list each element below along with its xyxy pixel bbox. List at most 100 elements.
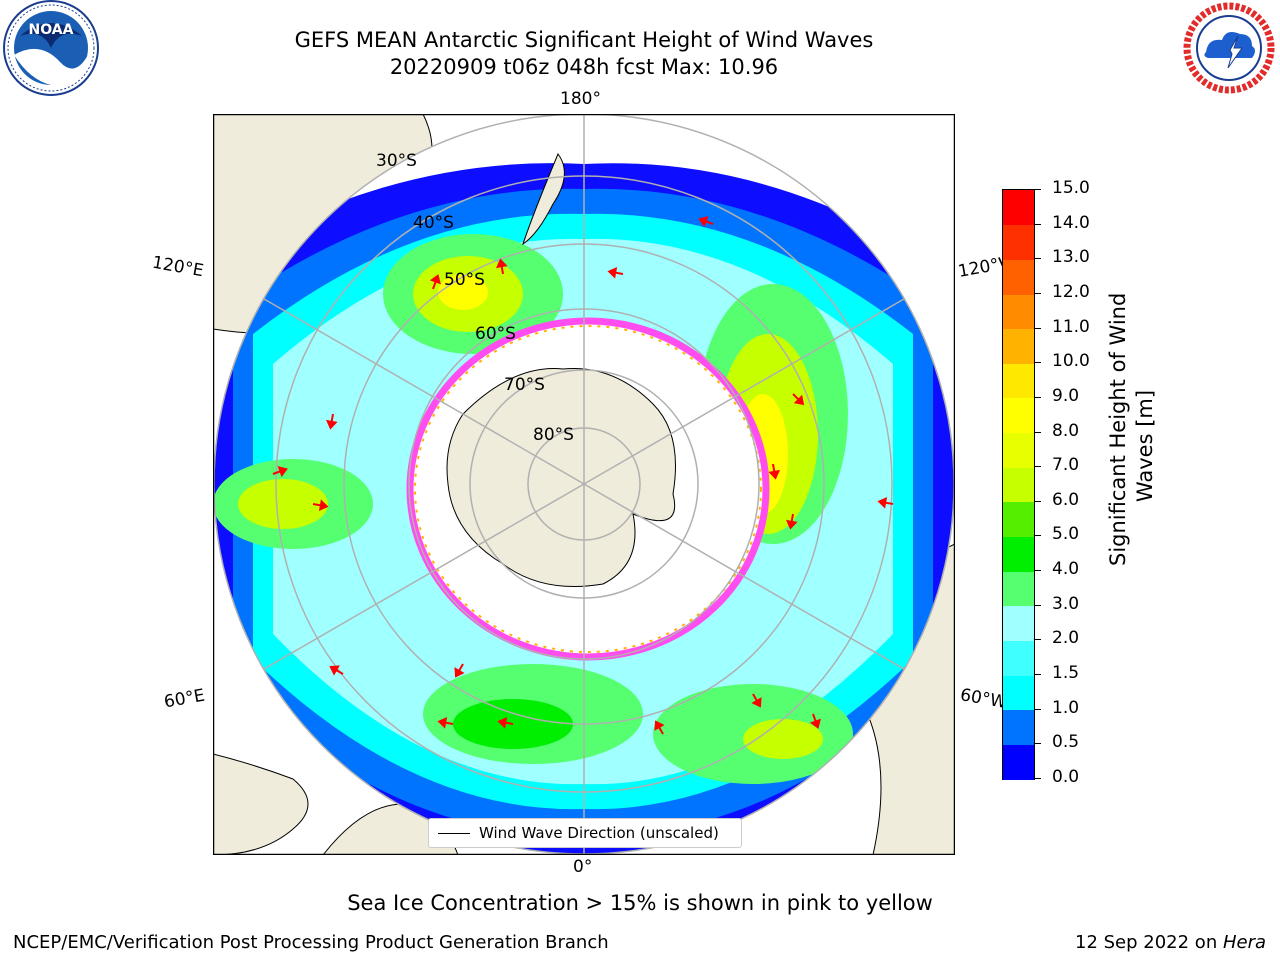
colorbar-tick-mark — [1035, 570, 1041, 572]
colorbar-cell — [1003, 363, 1034, 399]
colorbar-tick-mark — [1035, 362, 1041, 364]
arrow — [786, 513, 798, 530]
lon-label-0: 0° — [573, 857, 593, 877]
colorbar-tick-mark — [1035, 189, 1041, 190]
arrow — [654, 720, 665, 735]
footer-date: 12 Sep 2022 on Hera — [1075, 932, 1266, 953]
lat-label-50s: 50°S — [444, 270, 485, 290]
colorbar-cell — [1003, 640, 1034, 676]
colorbar-tick-label: 8.0 — [1052, 420, 1080, 441]
colorbar-tick-label: 11.0 — [1052, 316, 1090, 337]
colorbar-tick-mark — [1035, 500, 1041, 502]
footer-branch: NCEP/EMC/Verification Post Processing Pr… — [13, 932, 609, 953]
colorbar-tick-label: 9.0 — [1052, 385, 1080, 406]
arrow — [326, 413, 338, 430]
nws-logo — [1178, 0, 1280, 100]
colorbar-tick-label: 4.0 — [1052, 559, 1080, 580]
plot-title-line2: 20220909 t06z 048h fcst Max: 10.96 — [389, 55, 779, 79]
colorbar-cell — [1003, 605, 1034, 641]
colorbar-tick-mark — [1035, 327, 1041, 329]
noaa-logo: NOAA — [0, 0, 104, 100]
colorbar — [1002, 189, 1035, 780]
colorbar-tick-label: 0.5 — [1052, 732, 1080, 753]
colorbar-cell — [1003, 224, 1034, 260]
footer-date-text: 12 Sep 2022 on — [1075, 932, 1223, 953]
colorbar-tick-label: 12.0 — [1052, 281, 1090, 302]
legend-label: Wind Wave Direction (unscaled) — [479, 824, 719, 842]
arrow — [454, 663, 465, 678]
colorbar-tick-label: 10.0 — [1052, 351, 1090, 372]
colorbar-tick-label: 2.0 — [1052, 628, 1080, 649]
arrow — [312, 499, 329, 511]
plot-title-line1: GEFS MEAN Antarctic Significant Height o… — [294, 28, 874, 52]
colorbar-cells — [1003, 190, 1034, 780]
sea-ice-note: Sea Ice Concentration > 15% is shown in … — [347, 891, 933, 915]
lat-label-60s: 60°S — [475, 324, 516, 344]
arrow — [877, 497, 894, 509]
colorbar-ticks: 0.0 0.5 1.0 1.5 2.0 3.0 4.0 5.0 6.0 7.0 8.0 9.0 10.0… — [1035, 178, 1105, 787]
arrow — [429, 274, 441, 290]
colorbar-tick-mark — [1035, 431, 1041, 433]
colorbar-tick-label: 7.0 — [1052, 455, 1080, 476]
lon-label-180: 180° — [560, 89, 601, 109]
colorbar-label-line1: Significant Height of Wind — [1106, 292, 1130, 566]
colorbar-cell — [1003, 432, 1034, 468]
arrow — [272, 466, 288, 478]
lon-label-60w: 60°W — [958, 685, 1009, 713]
colorbar-cell — [1003, 190, 1034, 226]
arrow — [768, 463, 780, 480]
colorbar-cell — [1003, 397, 1034, 434]
colorbar-cell — [1003, 259, 1034, 295]
colorbar-cell — [1003, 675, 1034, 711]
colorbar-tick-mark — [1035, 292, 1041, 294]
colorbar-label-line2: Waves [m] — [1133, 389, 1157, 503]
colorbar-cell — [1003, 467, 1034, 503]
polar-map: 30°S 40°S 50°S 60°S 70°S 80°S Wind Wave … — [212, 113, 956, 856]
colorbar-tick-mark — [1035, 258, 1041, 260]
lat-label-30s: 30°S — [376, 151, 417, 171]
lon-label-60e: 60°E — [162, 685, 207, 713]
arrow — [329, 665, 344, 676]
colorbar-cell — [1003, 328, 1034, 364]
colorbar-tick-mark — [1035, 604, 1041, 606]
lat-label-70s: 70°S — [504, 375, 545, 395]
colorbar-cell — [1003, 536, 1034, 572]
colorbar-tick-label: 1.0 — [1052, 697, 1080, 718]
colorbar-tick-label: 14.0 — [1052, 212, 1090, 233]
colorbar-tick-mark — [1035, 466, 1041, 468]
map-legend: Wind Wave Direction (unscaled) — [428, 818, 742, 848]
arrow — [698, 216, 714, 228]
arrow — [497, 717, 514, 729]
colorbar-tick-label: 13.0 — [1052, 247, 1090, 268]
arrow — [607, 267, 624, 279]
colorbar-tick-mark — [1035, 223, 1041, 225]
colorbar-tick-mark — [1035, 743, 1041, 745]
legend-line-swatch — [438, 832, 470, 834]
svg-text:NOAA: NOAA — [29, 22, 74, 38]
colorbar-cell — [1003, 744, 1034, 780]
footer-host: Hera — [1222, 932, 1266, 953]
colorbar-cell — [1003, 293, 1034, 330]
colorbar-tick-mark — [1035, 674, 1041, 676]
colorbar-tick-mark — [1035, 778, 1041, 779]
colorbar-tick-label: 15.0 — [1052, 178, 1090, 198]
arrow — [437, 717, 454, 729]
colorbar-cell — [1003, 501, 1034, 538]
colorbar-tick-label: 6.0 — [1052, 489, 1080, 510]
colorbar-tick-label: 0.0 — [1052, 767, 1080, 787]
arrow — [496, 258, 508, 275]
colorbar-label: Significant Height of Wind Waves [m] — [1105, 292, 1159, 566]
colorbar-tick-mark — [1035, 535, 1041, 537]
colorbar-cell — [1003, 571, 1034, 607]
colorbar-tick-mark — [1035, 639, 1041, 641]
arrow — [809, 713, 821, 729]
colorbar-tick-label: 3.0 — [1052, 593, 1080, 614]
lat-label-80s: 80°S — [533, 425, 574, 445]
colorbar-cell — [1003, 709, 1034, 745]
arrow — [751, 693, 762, 708]
colorbar-tick-label: 5.0 — [1052, 524, 1080, 545]
colorbar-tick-mark — [1035, 396, 1041, 398]
colorbar-tick-label: 1.5 — [1052, 663, 1080, 684]
lat-label-40s: 40°S — [413, 213, 454, 233]
colorbar-tick-mark — [1035, 708, 1041, 710]
